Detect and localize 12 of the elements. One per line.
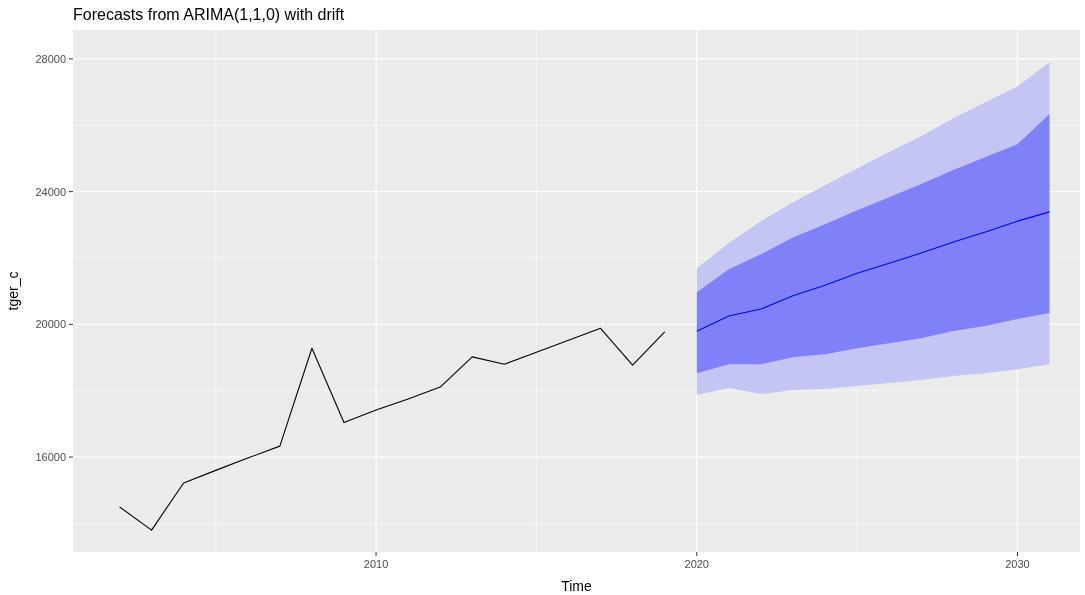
line-series (696, 211, 1051, 332)
x-tick-label: 2030 (1005, 558, 1030, 570)
x-axis-title: Time (561, 578, 593, 594)
y-tick-label: 24000 (35, 185, 66, 198)
x-tick-label: 2010 (363, 558, 389, 570)
chart-title: Forecasts from ARIMA(1,1,0) with drift (73, 6, 345, 23)
y-axis-title: tger_c (5, 271, 21, 311)
y-tick-label: 28000 (35, 52, 66, 65)
line-series (118, 327, 666, 531)
y-tick-label: 20000 (35, 318, 66, 331)
x-tick-label: 2020 (684, 558, 709, 570)
y-tick-label: 16000 (35, 451, 66, 464)
